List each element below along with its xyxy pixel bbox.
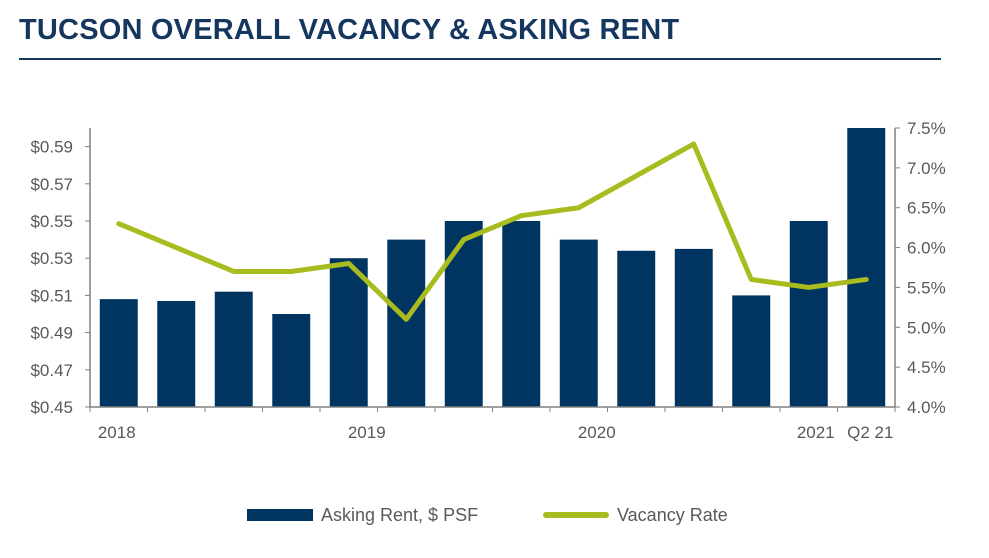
bar-asking-rent [847,128,886,407]
left-axis-tick-label: $0.53 [30,249,73,268]
right-axis-tick-label: 6.5% [907,199,946,218]
legend-swatch-vacancy-rate [543,512,609,518]
right-axis-tick-label: 4.0% [907,398,946,417]
left-axis-tick-label: $0.47 [30,361,73,380]
x-axis-tick-label: 2019 [348,423,386,442]
left-axis-tick-label: $0.55 [30,212,73,231]
x-axis-tick-label: 2020 [578,423,616,442]
right-axis-tick-label: 7.0% [907,159,946,178]
bar-asking-rent [617,250,656,407]
line-series-group [116,141,869,322]
legend-label-vacancy-rate: Vacancy Rate [617,504,728,525]
legend-swatch-asking-rent [247,509,313,521]
x-axis-tick-labels: 2018 2019 2020 2021 Q2 21 [98,423,894,442]
x-axis-tick-label: 2021 [797,423,835,442]
bar-asking-rent [157,300,196,407]
legend-item-asking-rent: Asking Rent, $ PSF [247,503,478,527]
left-axis-tick-label: $0.45 [30,398,73,417]
left-axis-tick-label: $0.59 [30,138,73,157]
page-title: TUCSON OVERALL VACANCY & ASKING RENT [19,14,680,46]
bar-asking-rent [789,221,828,407]
x-axis-tick-label: Q2 21 [847,423,893,442]
bar-asking-rent [387,239,426,407]
bar-series-group [99,128,886,407]
left-axis-tick-labels: $0.45 $0.47 $0.49 $0.51 $0.53 $0.55 $0.57 $0.59 [30,138,73,417]
right-axis-tick-label: 7.5% [907,119,946,138]
right-axis-tick-labels: 4.0% 4.5% 5.0% 5.5% 6.0% 6.5% 7.0% 7.5% [907,119,946,417]
bar-asking-rent [329,258,368,407]
bar-asking-rent [444,221,483,407]
right-axis-tick-label: 5.5% [907,278,946,297]
bar-asking-rent [214,291,253,407]
line-vacancy-rate [116,141,869,322]
right-axis-tick-label: 5.0% [907,318,946,337]
legend-item-vacancy-rate: Vacancy Rate [543,503,728,527]
bar-asking-rent [732,295,771,407]
x-axis-tick-label: 2018 [98,423,136,442]
bar-asking-rent [559,239,598,407]
legend-label-asking-rent: Asking Rent, $ PSF [321,504,479,525]
vacancy-rent-chart: $0.45 $0.47 $0.49 $0.51 $0.53 $0.55 $0.57 $0.59… [30,119,946,442]
bar-asking-rent [674,248,713,407]
right-axis-tick-label: 6.0% [907,239,946,258]
left-axis-tick-label: $0.51 [30,286,73,305]
left-axis-tick-label: $0.57 [30,175,73,194]
right-axis-tick-label: 4.5% [907,358,946,377]
bar-asking-rent [502,221,541,407]
bar-asking-rent [272,314,311,407]
bar-asking-rent [99,299,138,407]
axes-group [85,127,900,412]
title-divider [19,58,941,60]
left-axis-tick-label: $0.49 [30,324,73,343]
